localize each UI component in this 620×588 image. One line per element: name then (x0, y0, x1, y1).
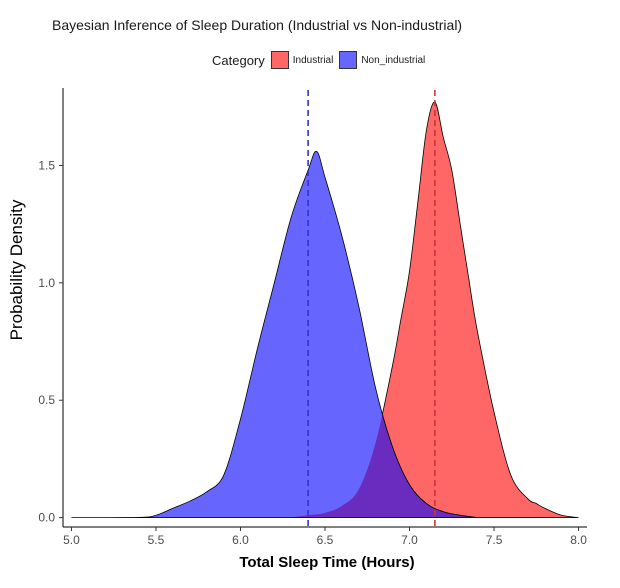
x-tick-label: 7.0 (401, 533, 418, 547)
x-axis-title: Total Sleep Time (Hours) (239, 554, 414, 571)
y-tick-label: 0.5 (38, 393, 55, 407)
chart-title: Bayesian Inference of Sleep Duration (In… (52, 17, 463, 33)
y-axis-title: Probability Density (7, 199, 26, 340)
x-tick-label: 5.5 (148, 533, 165, 547)
legend: Category Industrial Non_industrial (212, 51, 431, 69)
y-tick-label: 0.0 (38, 511, 55, 525)
legend-item-non-industrial: Non_industrial (339, 51, 425, 69)
x-tick-label: 8.0 (570, 533, 587, 547)
legend-swatch-non-industrial (339, 51, 358, 69)
legend-item-industrial: Industrial (270, 51, 334, 69)
legend-label-industrial: Industrial (292, 54, 334, 66)
y-tick-label: 1.5 (38, 158, 55, 172)
x-tick-label: 6.5 (317, 533, 334, 547)
y-tick-label: 1.0 (38, 276, 55, 290)
legend-swatch-industrial (270, 51, 289, 69)
legend-label-non-industrial: Non_industrial (361, 54, 426, 66)
x-tick-label: 5.0 (63, 533, 80, 547)
legend-title: Category (212, 52, 265, 68)
x-tick-label: 6.0 (232, 533, 249, 547)
x-tick-label: 7.5 (486, 533, 503, 547)
